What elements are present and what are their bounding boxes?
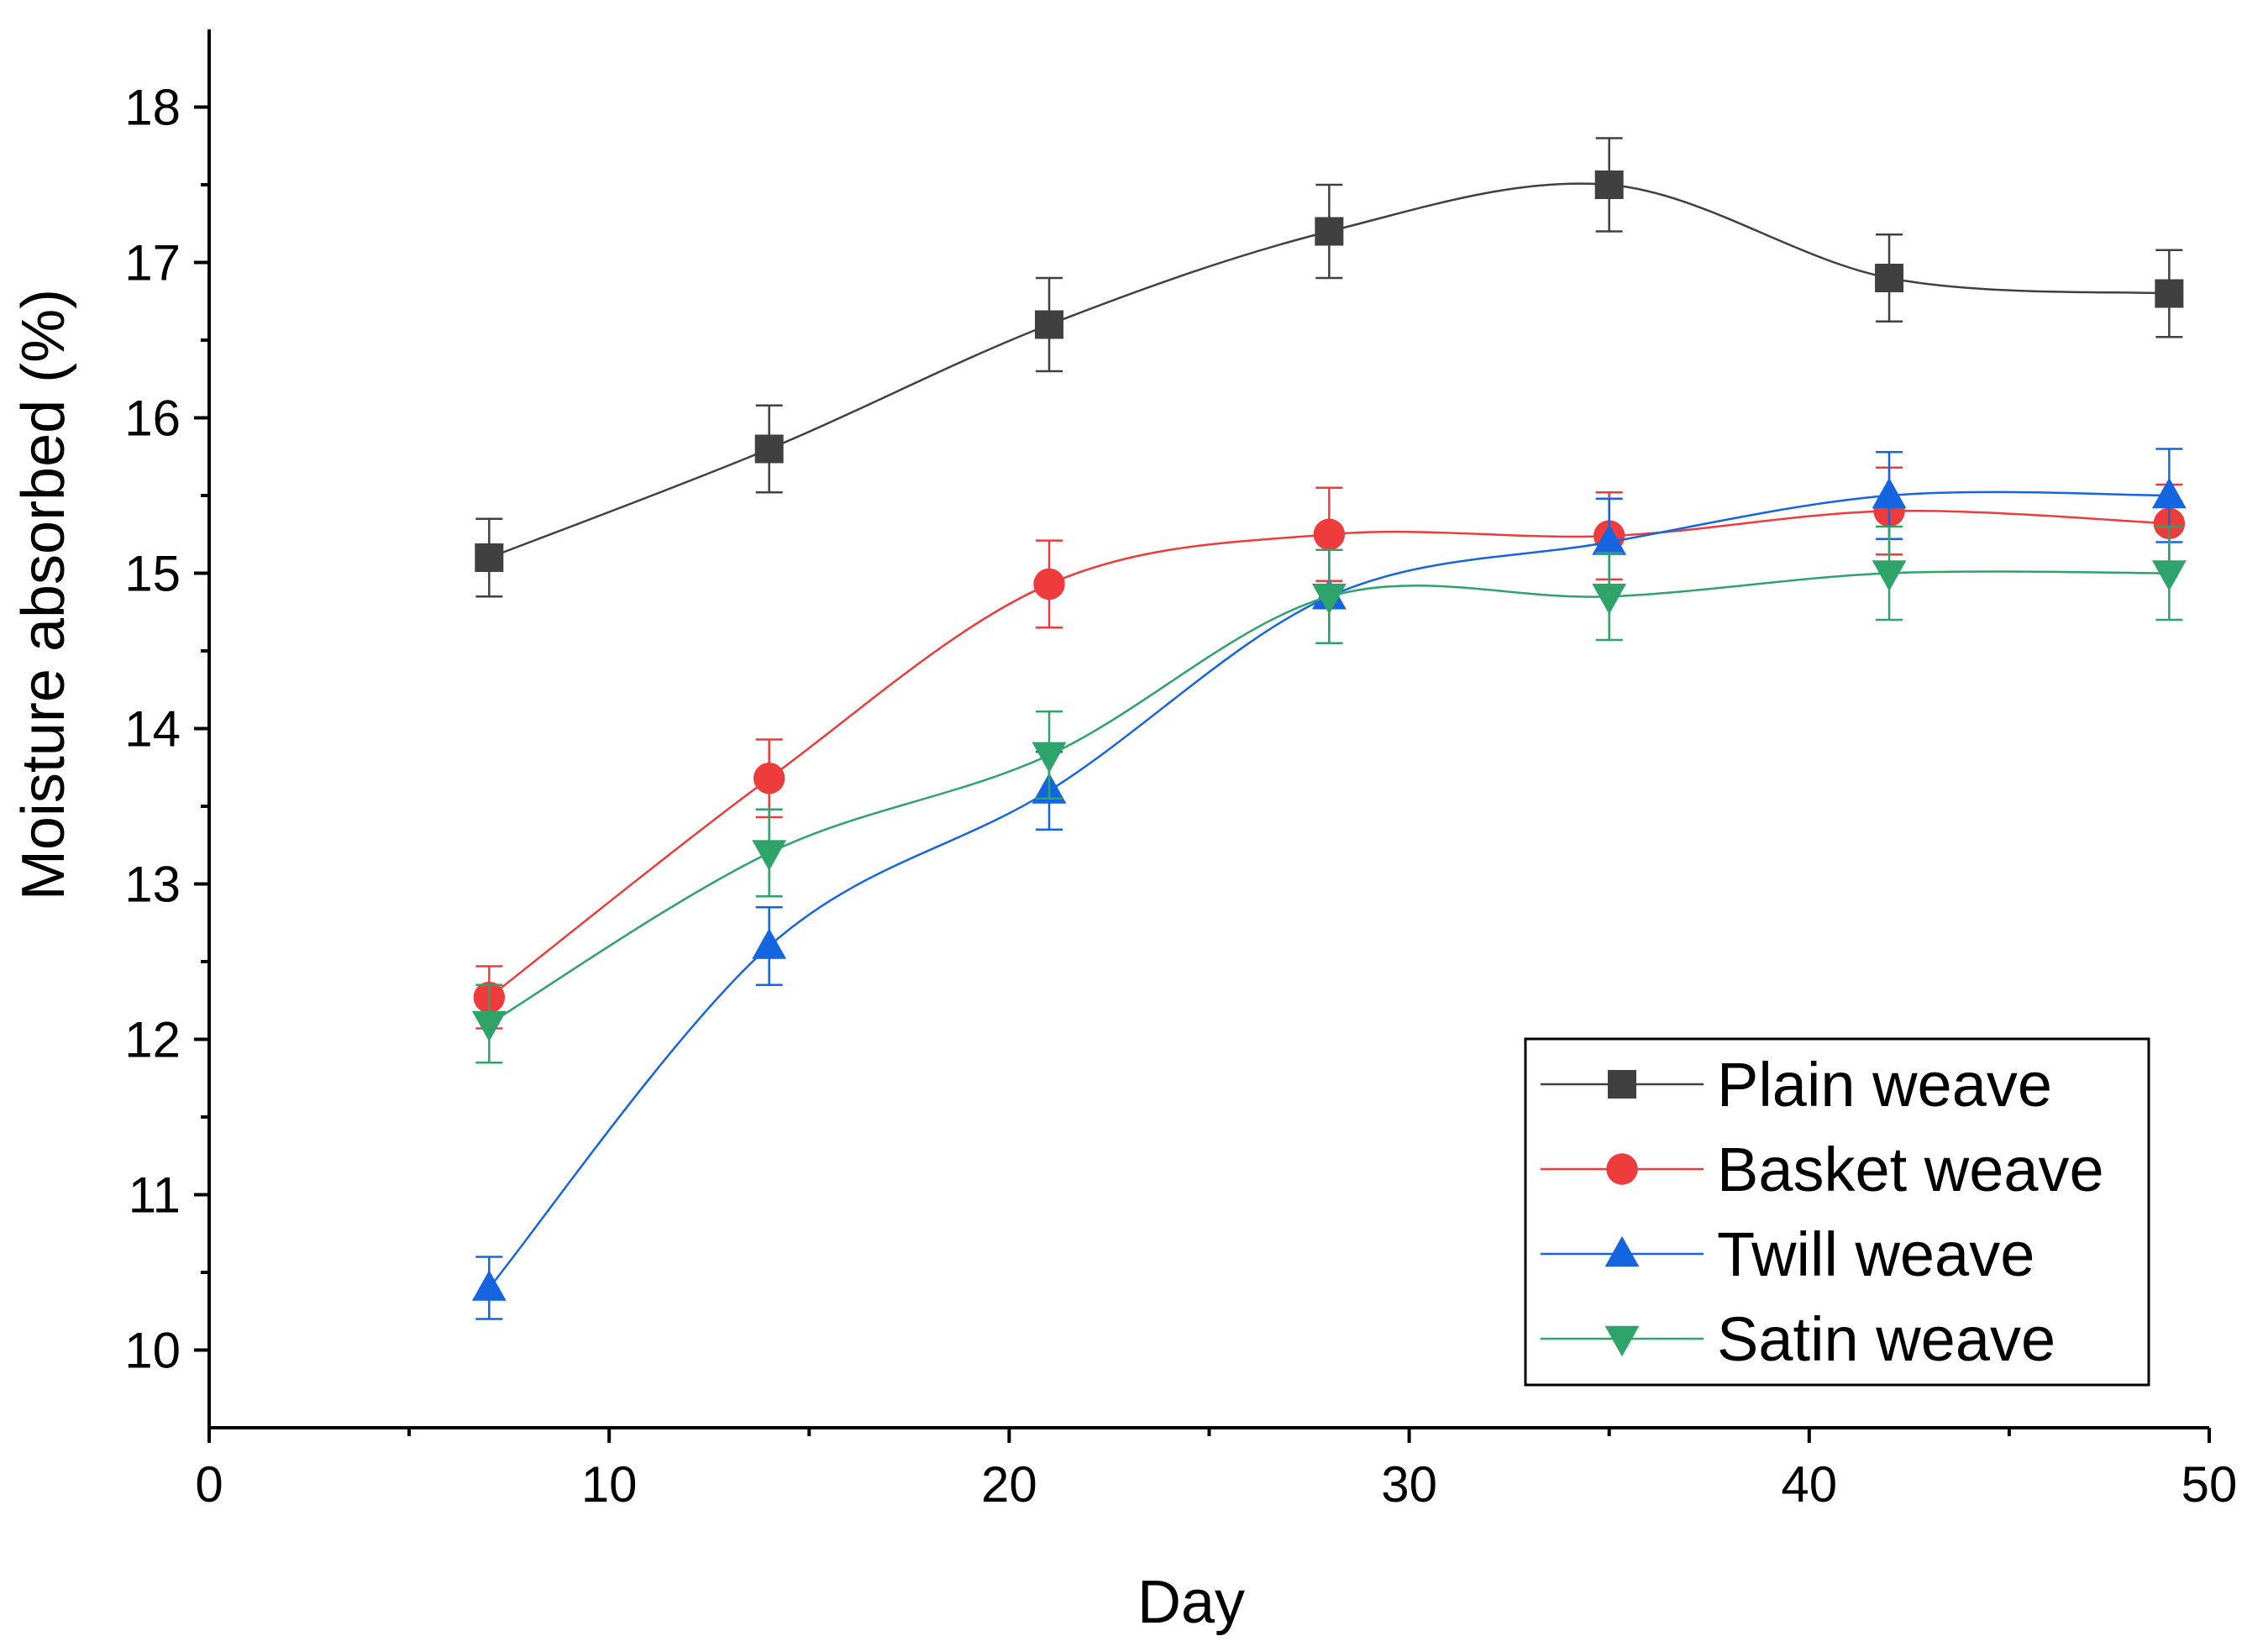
data-point [1875,264,1904,292]
series-layer [471,137,2187,1320]
data-point [1035,310,1064,339]
data-point [1872,560,1907,591]
x-tick-label: 50 [2181,1456,2238,1513]
data-point [1315,217,1344,246]
legend-label: Plain weave [1717,1050,2052,1120]
data-point [1592,524,1627,555]
data-point [1872,477,1907,509]
x-tick-label: 0 [195,1456,223,1513]
y-tick-label: 13 [124,857,181,913]
data-point [752,928,787,959]
y-tick-label: 14 [124,701,181,758]
x-axis-title: Day [1137,1569,1245,1636]
y-tick-label: 11 [129,1167,181,1224]
data-point [1608,1070,1636,1099]
data-point [1313,518,1346,550]
y-tick-label: 10 [124,1323,181,1379]
data-point [471,1010,507,1042]
data-point [1604,1325,1640,1357]
legend-label: Twill weave [1717,1219,2034,1289]
data-point [475,543,504,572]
data-point [752,840,787,871]
axes: 10 11 12 13 14 15 16 17 18 0 10 20 30 40 50 [124,29,2237,1513]
data-point [2151,477,2187,509]
x-tick-label: 10 [581,1456,638,1513]
data-point [1604,1235,1640,1267]
x-tick-label: 30 [1381,1456,1437,1513]
series-plain-weave [475,137,2184,598]
data-point [754,434,784,464]
legend-label: Basket weave [1717,1135,2104,1204]
data-point [753,763,785,795]
legend-item: Basket weave [1541,1135,2104,1204]
x-tick-label: 40 [1781,1456,1837,1513]
y-tick-label: 12 [124,1012,181,1068]
series-twill-weave [471,448,2187,1320]
y-tick-label: 16 [124,391,181,447]
data-point [471,1270,507,1301]
data-point [2151,560,2187,591]
data-point [1032,742,1067,774]
data-point [1592,583,1627,615]
legend-label: Satin weave [1717,1304,2055,1374]
legend-item: Plain weave [1541,1050,2052,1120]
y-axis-title: Moisture absorbed (%) [10,289,77,900]
data-point [1033,568,1065,600]
legend-item: Twill weave [1541,1219,2034,1289]
y-tick-label: 17 [124,235,181,291]
series-satin-weave [471,525,2187,1064]
data-point [1606,1153,1638,1185]
x-tick-label: 20 [981,1456,1037,1513]
legend: Plain weave Basket weave Twill weave Satin … [1524,1037,2150,1387]
y-tick-label: 15 [124,546,181,602]
y-tick-label: 18 [124,80,181,136]
data-point [1594,170,1624,199]
data-point [2155,279,2184,308]
legend-item: Satin weave [1541,1304,2055,1374]
data-point [1311,583,1347,615]
